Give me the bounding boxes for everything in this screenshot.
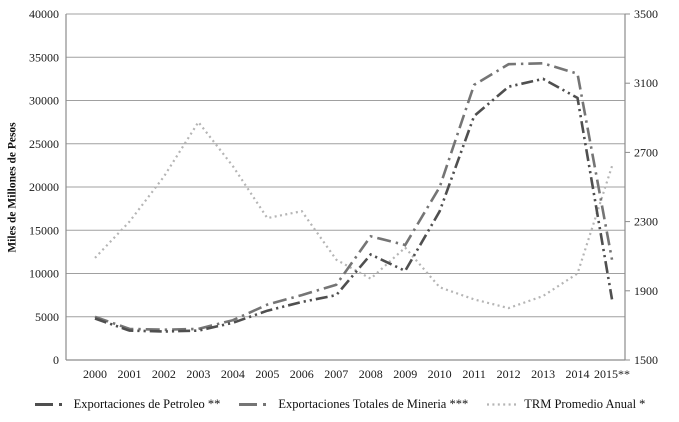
x-axis-tick-label: 2012: [497, 367, 521, 381]
legend-label-mineria: Exportaciones Totales de Mineria ***: [278, 397, 469, 411]
axes: [65, 14, 626, 361]
x-axis-tick-label: 2007: [324, 367, 348, 381]
x-axis-tick-label: 2011: [462, 367, 486, 381]
dash-dot-line-swatch: [239, 403, 272, 406]
left-axis-tick-label: 40000: [29, 7, 59, 21]
x-axis-tick-label: 2005: [255, 367, 279, 381]
legend-item-mineria: Exportaciones Totales de Mineria ***: [238, 397, 468, 412]
right-axis-tick-label: 2300: [634, 215, 658, 229]
right-axis-tick-label: 3500: [634, 7, 658, 21]
right-axis-tick-label: 1500: [634, 353, 658, 367]
line-chart-plot-area: 0 5000 10000 15000 20000 25000 30000 35000 40000…: [29, 7, 658, 381]
x-axis-tick-label: 2004: [221, 367, 245, 381]
series-lines: [94, 61, 614, 333]
left-axis-tick-label: 25000: [29, 137, 59, 151]
left-axis-tick-labels: 0 5000 10000 15000 20000 25000 30000 35000 40000: [29, 7, 59, 367]
left-axis-tick-label: 10000: [29, 267, 59, 281]
gridlines: [66, 13, 625, 318]
x-axis-tick-label: 2003: [186, 367, 210, 381]
right-axis-tick-label: 3100: [634, 76, 658, 90]
right-axis-tick-label: 1900: [634, 284, 658, 298]
left-axis-tick-label: 0: [53, 353, 59, 367]
series-line-dash-dot: [94, 61, 614, 332]
x-axis-tick-label: 2008: [359, 367, 383, 381]
legend-label-petroleo: Exportaciones de Petroleo **: [73, 397, 221, 411]
series-line-dash-dot-dot: [94, 77, 614, 333]
right-axis-tick-labels: 1500 1900 2300 2700 3100 3500: [625, 7, 658, 367]
x-axis-tick-label: 2009: [393, 367, 417, 381]
x-axis-tick-labels: 2000 2001 2002 2003 2004 2005 2006 2007 2008 2009…: [83, 367, 630, 381]
legend-item-trm: TRM Promedio Anual *: [486, 397, 645, 412]
legend-label-trm: TRM Promedio Anual *: [524, 397, 646, 411]
left-axis-tick-label: 20000: [29, 180, 59, 194]
x-axis-tick-label: 2015**: [594, 367, 630, 381]
left-axis-tick-label: 5000: [35, 310, 59, 324]
x-axis-tick-label: 2010: [428, 367, 452, 381]
chart-legend: Exportaciones de Petroleo ** Exportacion…: [0, 397, 679, 412]
x-axis-tick-label: 2014: [566, 367, 590, 381]
left-axis-tick-label: 15000: [29, 223, 59, 237]
left-axis-tick-label: 35000: [29, 50, 59, 64]
x-axis-tick-label: 2006: [290, 367, 314, 381]
left-axis-tick-label: 30000: [29, 94, 59, 108]
dash-dot-line-swatch: [34, 403, 67, 406]
dotted-line-swatch: [487, 403, 518, 406]
legend-item-petroleo: Exportaciones de Petroleo **: [34, 397, 221, 412]
y-axis-title: Miles de Millones de Pesos: [6, 122, 19, 253]
x-axis-tick-label: 2013: [531, 367, 555, 381]
x-axis-tick-label: 2000: [83, 367, 107, 381]
right-axis-tick-label: 2700: [634, 145, 658, 159]
x-axis-tick-label: 2002: [152, 367, 176, 381]
x-axis-tick-label: 2001: [117, 367, 141, 381]
series-line-dotted: [94, 120, 614, 310]
